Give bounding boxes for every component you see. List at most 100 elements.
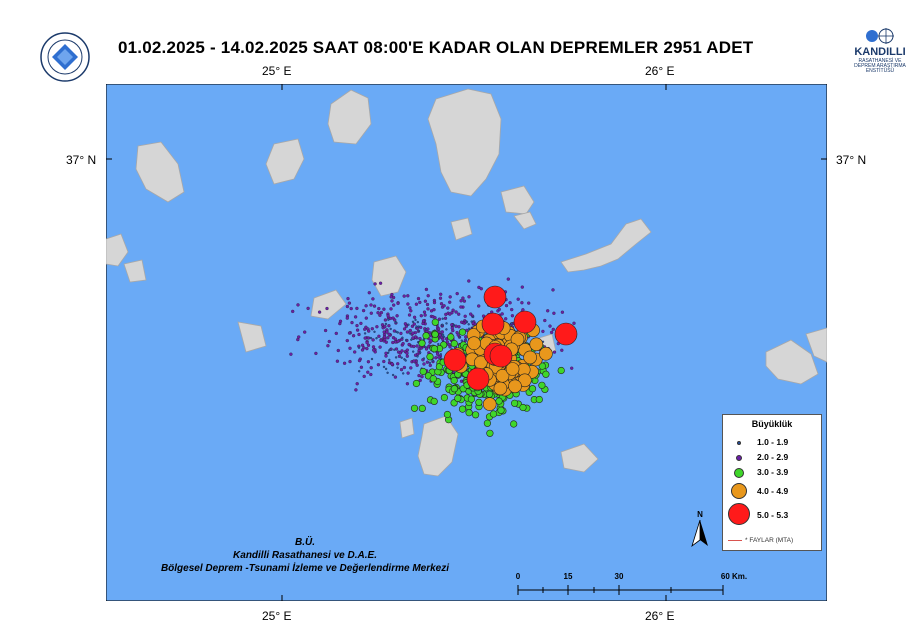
top-longitude-26: 26° E xyxy=(645,64,675,78)
quake-m2 xyxy=(549,330,554,335)
quake-m5 xyxy=(481,312,505,336)
quake-m2 xyxy=(366,343,371,347)
quake-m1 xyxy=(417,325,420,328)
quake-m2 xyxy=(357,358,362,363)
quake-m1 xyxy=(404,359,407,362)
quake-m2 xyxy=(353,315,358,319)
quake-m1 xyxy=(458,335,462,339)
quake-m1 xyxy=(465,320,469,324)
quake-m3 xyxy=(519,403,527,412)
quake-m2 xyxy=(367,291,371,295)
quake-m1 xyxy=(373,330,376,333)
legend-label-1: 1.0 - 1.9 xyxy=(757,437,789,447)
quake-m2 xyxy=(386,314,390,318)
quake-m2 xyxy=(391,340,395,345)
quake-m2 xyxy=(412,315,417,319)
quake-m2 xyxy=(378,345,382,349)
quake-m1 xyxy=(386,371,389,374)
quake-m2 xyxy=(359,365,364,369)
quake-m4 xyxy=(523,350,537,365)
quake-m1 xyxy=(393,348,396,351)
quake-m3 xyxy=(511,399,519,407)
quake-m2 xyxy=(397,354,402,358)
legend-symbol-3 xyxy=(734,468,744,478)
quake-m1 xyxy=(407,323,410,326)
quake-m2 xyxy=(357,332,361,337)
quake-m2 xyxy=(382,359,386,364)
quake-m2 xyxy=(379,310,384,315)
quake-m2 xyxy=(426,294,430,298)
legend-row-5: 5.0 - 5.3 xyxy=(723,503,821,525)
island-folegandros xyxy=(237,321,267,353)
quake-m2 xyxy=(411,336,415,340)
quake-m4 xyxy=(493,381,508,396)
quake-m2 xyxy=(405,348,409,352)
quake-m2 xyxy=(422,310,427,314)
quake-m1 xyxy=(401,336,404,339)
quake-m2 xyxy=(370,327,374,331)
quake-m2 xyxy=(359,321,363,326)
quake-m2 xyxy=(423,299,428,303)
quake-m2 xyxy=(429,309,434,313)
quake-m2 xyxy=(369,303,373,307)
quake-m2 xyxy=(396,339,400,343)
quake-m2 xyxy=(418,336,422,341)
quake-m3 xyxy=(472,411,480,419)
quake-m4 xyxy=(467,336,481,351)
quake-m3 xyxy=(538,381,546,389)
quake-m2 xyxy=(546,309,550,313)
quake-m1 xyxy=(510,322,513,325)
island-thirasia xyxy=(399,417,415,439)
quake-m1 xyxy=(384,367,388,371)
quake-m3 xyxy=(450,385,459,393)
quake-m2 xyxy=(455,291,459,296)
quake-m1 xyxy=(391,373,395,377)
quake-m1 xyxy=(412,350,415,353)
quake-m2 xyxy=(394,347,399,351)
quake-m5 xyxy=(483,285,507,309)
quake-m2 xyxy=(438,296,443,300)
quake-m2 xyxy=(446,306,450,310)
quake-m2 xyxy=(396,362,400,366)
quake-m2 xyxy=(467,279,471,283)
quake-m2 xyxy=(407,342,411,347)
quake-m2 xyxy=(422,362,426,366)
quake-m2 xyxy=(419,314,423,318)
quake-m2 xyxy=(369,372,373,377)
quake-m2 xyxy=(406,294,410,298)
quake-m2 xyxy=(360,348,365,352)
quake-m2 xyxy=(447,342,451,347)
quake-m2 xyxy=(334,331,338,336)
legend-symbol-4 xyxy=(731,483,747,499)
quake-m2 xyxy=(326,344,330,348)
earthquake-map xyxy=(105,83,828,602)
quake-m2 xyxy=(572,321,576,325)
quake-m3 xyxy=(475,398,483,407)
quake-m5 xyxy=(443,348,467,372)
quake-m2 xyxy=(551,288,555,292)
legend-row-3: 3.0 - 3.9 xyxy=(723,467,821,483)
quake-m5 xyxy=(466,367,490,391)
quake-m2 xyxy=(345,316,349,320)
legend-label-3: 3.0 - 3.9 xyxy=(757,467,789,477)
island-far-west xyxy=(105,233,129,267)
quake-m2 xyxy=(379,338,383,343)
quake-m1 xyxy=(424,328,428,331)
earthquake-points xyxy=(289,277,578,437)
quake-m1 xyxy=(452,323,456,327)
quake-m2 xyxy=(411,331,415,335)
quake-m2 xyxy=(351,334,356,338)
quake-m2 xyxy=(520,301,524,305)
quake-m2 xyxy=(348,359,352,364)
quake-m2 xyxy=(527,301,531,305)
quake-m1 xyxy=(431,359,434,362)
quake-m2 xyxy=(347,301,352,305)
quake-m2 xyxy=(347,331,352,335)
quake-m5 xyxy=(513,310,537,334)
quake-m2 xyxy=(402,327,407,331)
quake-m1 xyxy=(408,332,412,335)
quake-m2 xyxy=(403,322,408,326)
quake-m3 xyxy=(465,409,473,417)
quake-m2 xyxy=(345,338,349,343)
quake-m1 xyxy=(415,325,418,328)
